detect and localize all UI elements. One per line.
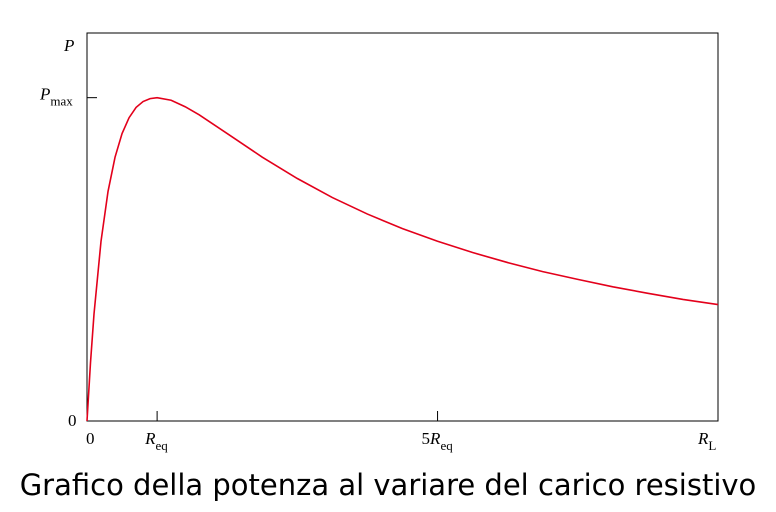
x-tick-label: 5Req — [422, 429, 454, 453]
power-chart: 0 Req 5Req 0 Pmax P RL — [39, 32, 719, 453]
chart-caption: Grafico della potenza al variare del car… — [19, 468, 757, 502]
x-tick-label: Req — [144, 429, 168, 453]
y-tick-label: 0 — [68, 411, 77, 430]
axis-ticks — [87, 97, 439, 421]
y-axis-label: P — [63, 36, 74, 55]
plot-frame — [86, 32, 719, 422]
x-axis-label: RL — [697, 429, 716, 453]
y-tick-label: Pmax — [39, 85, 73, 109]
x-tick-label: 0 — [86, 429, 95, 448]
axis-tick-labels: 0 Req 5Req 0 Pmax — [39, 85, 453, 453]
power-curve — [86, 96, 719, 422]
